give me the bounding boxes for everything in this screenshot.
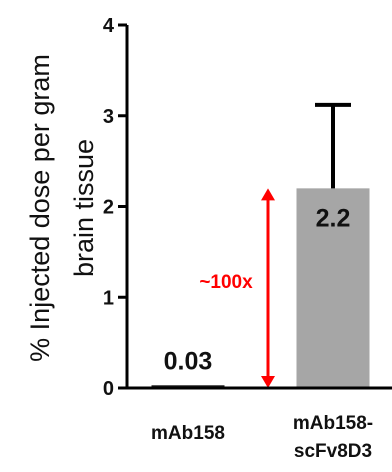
bar — [296, 188, 370, 388]
fold-change-label: ~100x — [199, 272, 253, 293]
data-label: 0.03 — [164, 347, 213, 375]
y-tick-label: 2 — [103, 197, 114, 219]
x-category-label: mAb158- — [293, 413, 373, 434]
fold-change-arrow-head-bottom — [261, 376, 275, 388]
y-tick-label: 0 — [103, 378, 114, 400]
y-tick-label: 4 — [103, 15, 115, 37]
y-axis-title-line-1: % Injected dose per gram — [25, 54, 55, 362]
y-tick-label: 3 — [103, 106, 114, 128]
x-category-labels: mAb158 mAb158- scFv8D3 — [151, 413, 373, 462]
fold-change-arrow-head-top — [261, 188, 275, 201]
x-category-label: mAb158 — [151, 423, 225, 444]
x-category-label: scFv8D3 — [294, 441, 372, 462]
y-tick-label: 1 — [103, 287, 114, 309]
y-axis-title: % Injected dose per gram brain tissue — [25, 54, 99, 362]
data-label: 2.2 — [316, 204, 351, 232]
y-axis-title-line-2: brain tissue — [69, 139, 99, 277]
plot-area: 0.03 2.2 ~100x — [151, 102, 370, 389]
y-ticks: 0 1 2 3 4 — [103, 15, 127, 400]
